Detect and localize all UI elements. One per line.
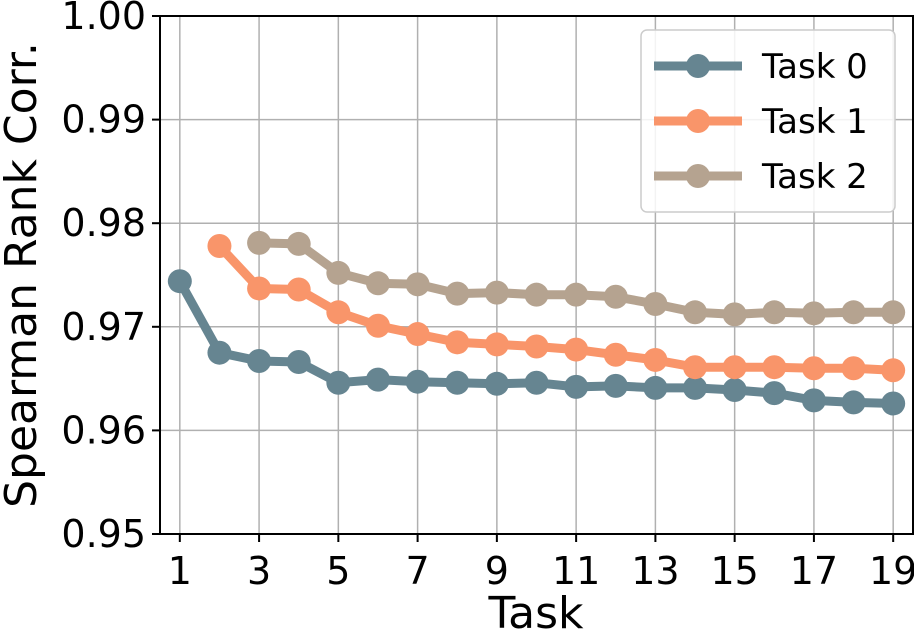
data-point <box>564 282 589 307</box>
data-point <box>762 381 787 406</box>
data-point <box>801 356 826 381</box>
y-tick-label: 0.97 <box>61 305 146 349</box>
legend-label: Task 0 <box>761 47 868 87</box>
x-tick-label: 15 <box>710 549 758 593</box>
data-point <box>207 340 232 365</box>
data-point <box>445 281 470 306</box>
data-point <box>801 301 826 326</box>
y-tick-label: 1.00 <box>61 0 146 38</box>
data-point <box>603 342 628 367</box>
series-2 <box>247 230 906 327</box>
legend-item: Task 1 <box>654 102 868 142</box>
legend-swatch-marker <box>686 164 710 188</box>
x-tick-label: 11 <box>552 549 600 593</box>
data-point <box>683 355 708 380</box>
y-axis: 0.95 0.96 0.97 0.98 0.99 1.00 <box>61 0 160 556</box>
data-point <box>524 334 549 359</box>
data-point <box>445 370 470 395</box>
data-point <box>643 375 668 400</box>
data-point <box>841 356 866 381</box>
data-point <box>524 370 549 395</box>
data-point <box>286 277 311 302</box>
legend-swatch-marker <box>686 54 710 78</box>
data-point <box>326 300 351 325</box>
data-point <box>762 300 787 325</box>
data-point <box>683 300 708 325</box>
data-point <box>643 292 668 317</box>
legend-item: Task 0 <box>654 47 868 87</box>
legend-label: Task 1 <box>761 102 868 142</box>
data-point <box>603 284 628 309</box>
data-point <box>326 370 351 395</box>
x-tick-label: 1 <box>168 549 192 593</box>
data-point <box>405 322 430 347</box>
legend-label: Task 2 <box>761 157 868 197</box>
data-point <box>484 280 509 305</box>
data-point <box>365 367 390 392</box>
data-point <box>365 271 390 296</box>
data-point <box>247 348 272 373</box>
x-tick-label: 17 <box>790 549 838 593</box>
x-axis-title: Task <box>488 588 584 639</box>
data-point <box>722 355 747 380</box>
x-tick-label: 3 <box>247 549 271 593</box>
y-tick-label: 0.98 <box>61 201 146 245</box>
y-tick-label: 0.96 <box>61 408 146 452</box>
data-point <box>405 272 430 297</box>
data-point <box>643 347 668 372</box>
series-0 <box>167 269 906 416</box>
x-tick-label: 5 <box>326 549 350 593</box>
x-tick-label: 7 <box>406 549 430 593</box>
data-point <box>247 230 272 255</box>
data-point <box>326 260 351 285</box>
legend-swatch-marker <box>686 109 710 133</box>
data-point <box>286 350 311 375</box>
data-point <box>841 300 866 325</box>
data-point <box>722 377 747 402</box>
data-point <box>841 390 866 415</box>
x-tick-label: 19 <box>869 549 914 593</box>
data-point <box>564 337 589 362</box>
y-tick-label: 0.95 <box>61 512 146 556</box>
x-axis: 1 3 5 7 9 11 13 15 17 19 <box>168 534 914 593</box>
data-point <box>881 358 906 383</box>
data-point <box>247 276 272 301</box>
data-point <box>167 269 192 294</box>
data-point <box>484 371 509 396</box>
data-point <box>445 330 470 355</box>
series-layer <box>167 230 906 416</box>
data-point <box>524 282 549 307</box>
x-tick-label: 9 <box>485 549 509 593</box>
series-1 <box>207 233 906 383</box>
data-point <box>603 373 628 398</box>
data-point <box>484 332 509 357</box>
data-point <box>564 374 589 399</box>
data-point <box>207 233 232 258</box>
y-tick-label: 0.99 <box>61 98 146 142</box>
plot-frame <box>159 15 914 535</box>
y-axis-title: Spearman Rank Corr. <box>0 42 47 508</box>
data-point <box>722 302 747 327</box>
data-point <box>881 300 906 325</box>
legend: Task 0 Task 1 Task 2 <box>640 29 896 213</box>
legend-item: Task 2 <box>654 157 868 197</box>
data-point <box>881 391 906 416</box>
data-point <box>801 388 826 413</box>
data-point <box>683 375 708 400</box>
data-point <box>365 313 390 338</box>
x-tick-label: 13 <box>631 549 679 593</box>
data-point <box>286 231 311 256</box>
data-point <box>762 355 787 380</box>
data-point <box>405 369 430 394</box>
